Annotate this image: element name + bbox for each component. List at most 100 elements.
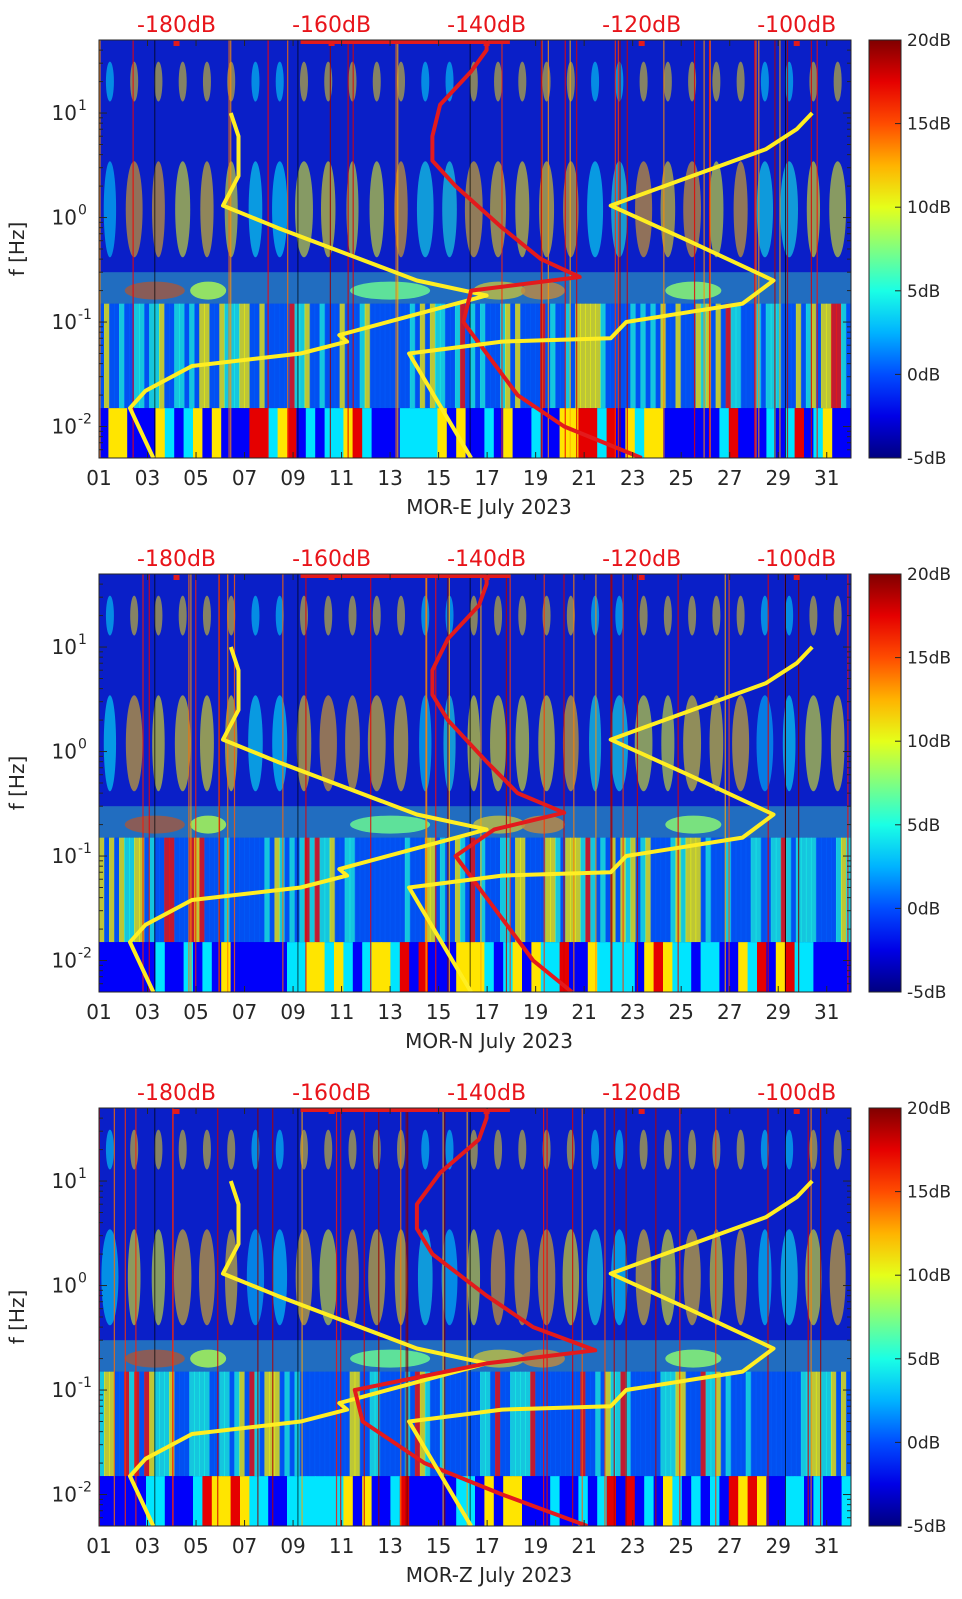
top-db-marker xyxy=(638,1109,645,1114)
top-db-label: -180dB xyxy=(137,1081,216,1106)
x-tick-label: 23 xyxy=(620,1534,645,1558)
top-db-marker xyxy=(793,1109,800,1114)
colorbar-label: 10dB xyxy=(907,732,951,752)
x-tick-label: 11 xyxy=(329,1534,354,1558)
x-tick-label: 13 xyxy=(377,1000,402,1024)
colorbar-label: 10dB xyxy=(907,1266,951,1286)
x-tick-label: 09 xyxy=(280,1534,305,1558)
x-tick-label: 13 xyxy=(377,466,402,490)
top-db-marker xyxy=(173,575,180,580)
top-db-label: -120dB xyxy=(602,1081,681,1106)
y-tick-exponent: -1 xyxy=(78,841,92,857)
y-tick-label: 10 xyxy=(52,740,77,764)
y-tick-label: 10 xyxy=(52,949,77,973)
top-db-label: -100dB xyxy=(757,547,836,572)
y-tick-label: 10 xyxy=(52,635,77,659)
y-tick-exponent: 0 xyxy=(78,1271,87,1287)
colorbar-label: 0dB xyxy=(907,365,940,385)
top-db-label: -160dB xyxy=(292,1081,371,1106)
series-line-1 xyxy=(128,112,489,458)
colorbar-label: 15dB xyxy=(907,115,951,135)
y-tick-label: 10 xyxy=(52,1169,77,1193)
y-tick-label: 10 xyxy=(52,1483,77,1507)
colorbar-label: 0dB xyxy=(907,1433,940,1453)
x-tick-label: 25 xyxy=(668,1000,693,1024)
colorbar-label: 5dB xyxy=(907,1350,940,1370)
top-db-marker xyxy=(173,41,180,46)
x-tick-label: 07 xyxy=(232,466,257,490)
top-db-label: -100dB xyxy=(757,13,836,38)
x-axis-label: MOR-E July 2023 xyxy=(406,495,572,519)
x-tick-label: 21 xyxy=(571,1000,596,1024)
top-db-marker xyxy=(483,41,490,46)
series-line-3 xyxy=(407,1179,814,1526)
x-tick-label: 27 xyxy=(717,466,742,490)
x-tick-label: 01 xyxy=(86,1000,111,1024)
x-axis-label: MOR-Z July 2023 xyxy=(406,1563,573,1587)
x-tick-label: 03 xyxy=(135,1000,160,1024)
top-db-label: -140dB xyxy=(447,547,526,572)
y-axis-label: f [Hz] xyxy=(5,756,29,811)
y-tick-label: 10 xyxy=(52,310,77,334)
colorbar-label: 20dB xyxy=(907,565,951,585)
x-tick-label: 05 xyxy=(183,1000,208,1024)
colorbar-label: 15dB xyxy=(907,1183,951,1203)
top-db-marker xyxy=(328,41,335,46)
colorbar-label: 10dB xyxy=(907,198,951,218)
x-tick-label: 17 xyxy=(474,1000,499,1024)
y-tick-exponent: 1 xyxy=(78,632,87,648)
x-tick-label: 05 xyxy=(183,466,208,490)
top-db-marker xyxy=(793,41,800,46)
x-tick-label: 21 xyxy=(571,466,596,490)
top-db-label: -100dB xyxy=(757,1081,836,1106)
top-db-label: -120dB xyxy=(602,547,681,572)
top-db-label: -180dB xyxy=(137,13,216,38)
top-db-label: -160dB xyxy=(292,547,371,572)
x-tick-label: 15 xyxy=(426,1000,451,1024)
y-tick-exponent: 0 xyxy=(78,737,87,753)
x-tick-label: 29 xyxy=(765,1000,790,1024)
y-tick-exponent: 0 xyxy=(78,203,87,219)
x-tick-label: 29 xyxy=(765,1534,790,1558)
colorbar-label: -5dB xyxy=(907,449,946,469)
top-db-marker xyxy=(638,575,645,580)
series-line-2 xyxy=(352,1109,598,1526)
y-tick-exponent: -2 xyxy=(78,1480,92,1496)
spectrogram-heatmap xyxy=(99,574,851,992)
x-tick-label: 23 xyxy=(620,1000,645,1024)
series-line-1 xyxy=(128,1180,489,1526)
x-tick-label: 19 xyxy=(523,466,548,490)
y-tick-exponent: -2 xyxy=(78,412,92,428)
x-tick-label: 25 xyxy=(668,466,693,490)
y-tick-exponent: -1 xyxy=(78,1375,92,1391)
top-db-marker xyxy=(638,41,645,46)
colorbar-label: 0dB xyxy=(907,899,940,919)
top-db-marker xyxy=(173,1109,180,1114)
x-tick-label: 07 xyxy=(232,1000,257,1024)
series-line-2 xyxy=(430,41,643,458)
x-tick-label: 15 xyxy=(426,466,451,490)
y-tick-label: 10 xyxy=(52,206,77,230)
series-line-1 xyxy=(128,646,489,992)
x-tick-label: 25 xyxy=(668,1534,693,1558)
top-db-marker xyxy=(483,1109,490,1114)
x-tick-label: 29 xyxy=(765,466,790,490)
x-tick-label: 01 xyxy=(86,466,111,490)
y-tick-label: 10 xyxy=(52,415,77,439)
top-db-marker xyxy=(328,1109,335,1114)
y-tick-exponent: -1 xyxy=(78,307,92,323)
top-db-label: -140dB xyxy=(447,13,526,38)
top-db-label: -120dB xyxy=(602,13,681,38)
x-axis-label: MOR-N July 2023 xyxy=(405,1029,573,1053)
x-tick-label: 05 xyxy=(183,1534,208,1558)
colorbar-gradient xyxy=(868,1107,902,1527)
top-db-label: -180dB xyxy=(137,547,216,572)
x-tick-label: 09 xyxy=(280,466,305,490)
colorbar: 20dB 15dB 10dB 5dB 0dB -5dB xyxy=(868,31,951,469)
x-tick-label: 01 xyxy=(86,1534,111,1558)
x-tick-label: 13 xyxy=(377,1534,402,1558)
y-tick-label: 10 xyxy=(52,1274,77,1298)
x-tick-label: 11 xyxy=(329,466,354,490)
